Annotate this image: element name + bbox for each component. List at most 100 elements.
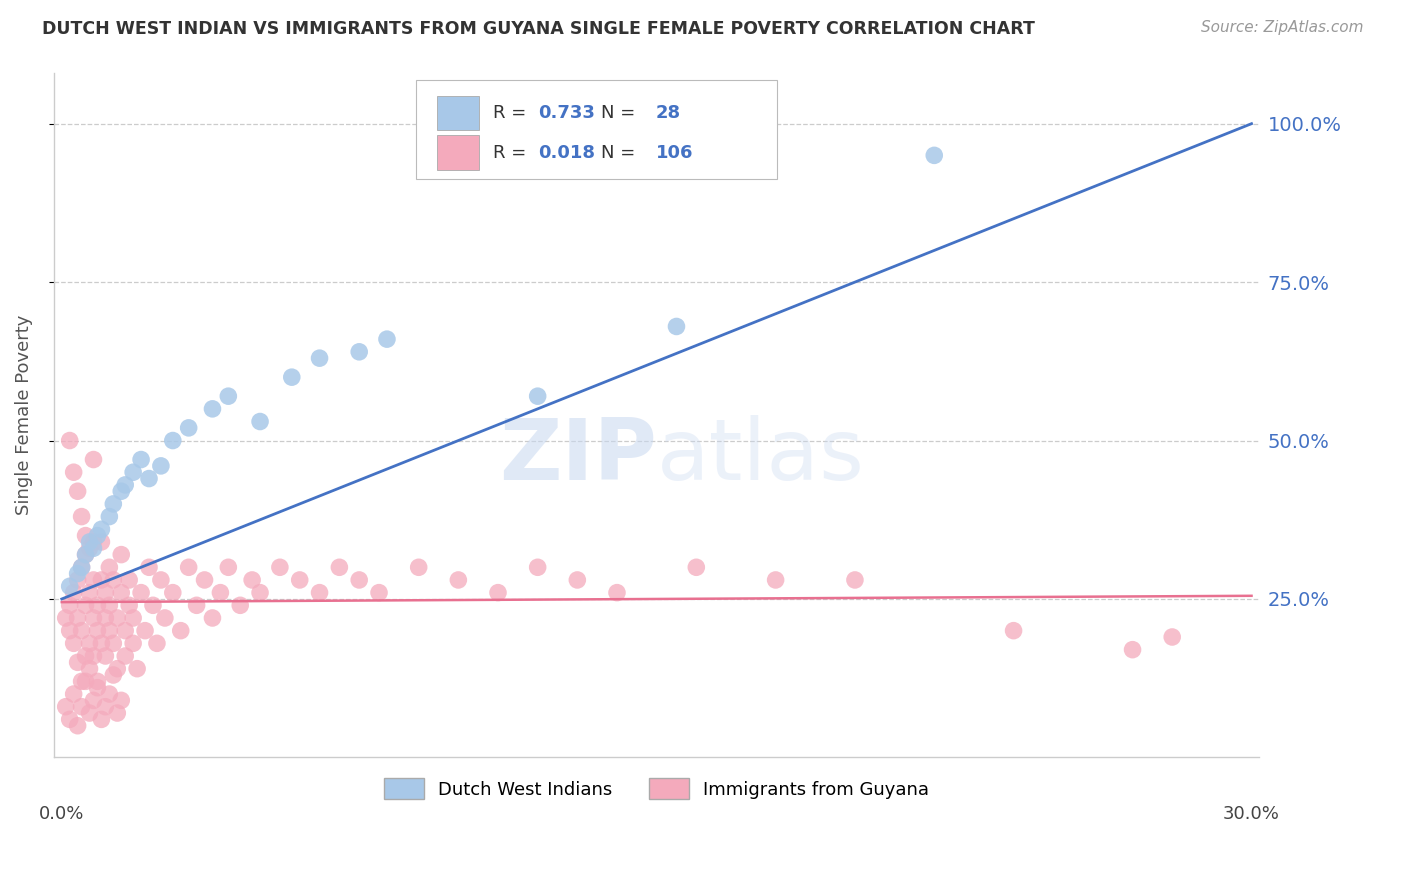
Point [193, 573, 215, 587]
Point [75, 548, 97, 562]
Text: N =: N = [602, 103, 636, 122]
Point [129, 452, 152, 467]
Point [86, 599, 108, 613]
Point [70, 674, 93, 689]
Point [765, 573, 787, 587]
Point [103, 668, 125, 682]
Point [122, 611, 145, 625]
Point [98, 509, 121, 524]
Point [103, 573, 125, 587]
Point [110, 585, 132, 599]
Text: 30.0%: 30.0% [1223, 805, 1279, 823]
Point [240, 573, 263, 587]
Point [138, 472, 160, 486]
Point [90, 573, 112, 587]
Point [138, 560, 160, 574]
Point [62, 465, 84, 479]
Point [70, 699, 93, 714]
Text: 0.733: 0.733 [538, 103, 595, 122]
Point [66, 656, 89, 670]
Text: 106: 106 [655, 144, 693, 161]
Point [90, 636, 112, 650]
Point [59, 624, 82, 638]
Point [114, 478, 136, 492]
Point [82, 573, 104, 587]
Legend: Dutch West Indians, Immigrants from Guyana: Dutch West Indians, Immigrants from Guya… [377, 772, 936, 806]
Point [105, 706, 128, 720]
Point [665, 319, 688, 334]
Point [90, 712, 112, 726]
Point [82, 535, 104, 549]
Point [201, 611, 224, 625]
Point [567, 573, 589, 587]
Point [201, 401, 224, 416]
Point [86, 528, 108, 542]
Point [110, 548, 132, 562]
Point [70, 624, 93, 638]
Text: 0.0%: 0.0% [39, 805, 84, 823]
Point [186, 599, 208, 613]
Point [217, 389, 239, 403]
Point [66, 573, 89, 587]
Point [98, 687, 121, 701]
Point [526, 560, 548, 574]
Point [79, 706, 101, 720]
Point [122, 636, 145, 650]
Point [105, 662, 128, 676]
Point [347, 573, 370, 587]
Point [162, 585, 184, 599]
Point [177, 560, 200, 574]
Point [118, 599, 141, 613]
Text: DUTCH WEST INDIAN VS IMMIGRANTS FROM GUYANA SINGLE FEMALE POVERTY CORRELATION CH: DUTCH WEST INDIAN VS IMMIGRANTS FROM GUY… [42, 20, 1035, 37]
Point [59, 434, 82, 448]
Point [486, 585, 509, 599]
Point [170, 624, 193, 638]
Point [94, 585, 117, 599]
Point [82, 648, 104, 663]
Point [122, 465, 145, 479]
Point [103, 497, 125, 511]
Point [62, 687, 84, 701]
Text: 28: 28 [655, 103, 681, 122]
Point [62, 636, 84, 650]
Point [94, 611, 117, 625]
Text: R =: R = [492, 103, 531, 122]
Point [86, 624, 108, 638]
Point [922, 148, 945, 162]
Point [79, 541, 101, 556]
Point [75, 674, 97, 689]
Point [127, 662, 149, 676]
Point [55, 611, 77, 625]
Point [269, 560, 291, 574]
Point [98, 599, 121, 613]
Point [62, 585, 84, 599]
Text: ZIP: ZIP [499, 415, 657, 498]
Point [217, 560, 239, 574]
Point [149, 458, 172, 473]
Point [82, 693, 104, 707]
Point [146, 636, 169, 650]
Point [82, 452, 104, 467]
Point [153, 611, 176, 625]
Point [177, 421, 200, 435]
Point [526, 389, 548, 403]
FancyBboxPatch shape [416, 79, 778, 179]
Point [328, 560, 350, 574]
Point [90, 535, 112, 549]
Y-axis label: Single Female Poverty: Single Female Poverty [15, 315, 32, 516]
Point [375, 332, 398, 346]
FancyBboxPatch shape [437, 136, 479, 169]
Point [79, 535, 101, 549]
Point [249, 415, 271, 429]
Point [142, 599, 165, 613]
Point [447, 573, 470, 587]
Point [94, 699, 117, 714]
Point [209, 585, 232, 599]
Point [1122, 642, 1144, 657]
Point [79, 636, 101, 650]
Point [59, 712, 82, 726]
Point [114, 648, 136, 663]
Point [249, 585, 271, 599]
Point [347, 344, 370, 359]
Point [288, 573, 311, 587]
